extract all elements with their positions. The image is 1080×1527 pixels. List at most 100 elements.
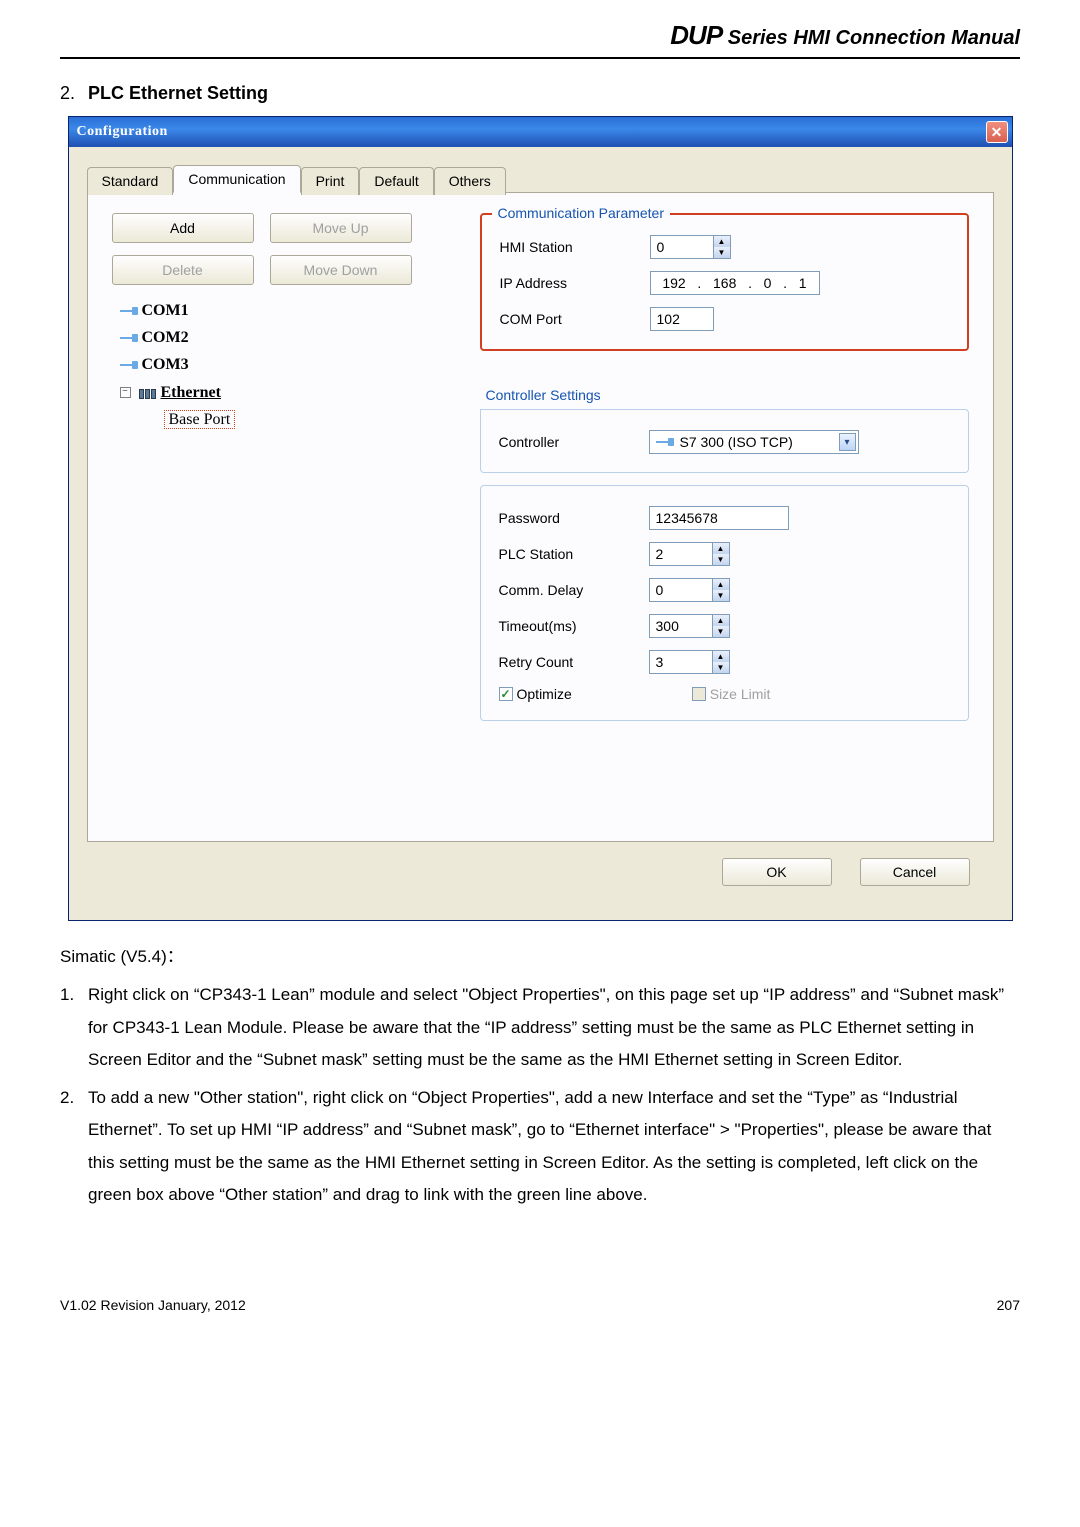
spin-up-icon[interactable]: ▲ bbox=[713, 615, 729, 626]
spin-down-icon[interactable]: ▼ bbox=[713, 554, 729, 565]
ip-address-label: IP Address bbox=[500, 275, 630, 291]
password-label: Password bbox=[499, 510, 629, 526]
left-column: Add Move Up Delete Move Down COM1 COM2 C… bbox=[112, 213, 412, 757]
controller-label: Controller bbox=[499, 434, 629, 450]
retry-field[interactable]: ▲▼ bbox=[649, 650, 730, 674]
spin-up-icon[interactable]: ▲ bbox=[714, 236, 730, 247]
item-text: Right click on “CP343-1 Lean” module and… bbox=[88, 979, 1020, 1076]
hmi-station-label: HMI Station bbox=[500, 239, 630, 255]
com-port-input[interactable] bbox=[650, 307, 714, 331]
item-text: To add a new "Other station", right clic… bbox=[88, 1082, 1020, 1211]
plc-station-field[interactable]: ▲▼ bbox=[649, 542, 730, 566]
retry-label: Retry Count bbox=[499, 654, 629, 670]
ip-address-input[interactable]: 192. 168. 0. 1 bbox=[650, 271, 820, 295]
controller-settings-group: Password PLC Station ▲▼ Comm. Delay bbox=[480, 485, 969, 721]
port-icon bbox=[656, 435, 674, 449]
checkbox-icon bbox=[692, 687, 706, 701]
optimize-checkbox[interactable]: Optimize bbox=[499, 686, 572, 702]
section-title: PLC Ethernet Setting bbox=[88, 83, 268, 103]
tree-selected-node: Base Port bbox=[164, 410, 236, 429]
comm-delay-field[interactable]: ▲▼ bbox=[649, 578, 730, 602]
comm-delay-label: Comm. Delay bbox=[499, 582, 629, 598]
section-heading: 2. PLC Ethernet Setting bbox=[0, 83, 1080, 116]
retry-input[interactable] bbox=[649, 650, 713, 674]
delete-button[interactable]: Delete bbox=[112, 255, 254, 285]
connection-tree: COM1 COM2 COM3 − Ethernet Base Port bbox=[112, 297, 412, 433]
hmi-station-input[interactable] bbox=[650, 235, 714, 259]
tab-default[interactable]: Default bbox=[359, 167, 433, 195]
page-footer: V1.02 Revision January, 2012 207 bbox=[0, 1257, 1080, 1343]
spin-down-icon[interactable]: ▼ bbox=[713, 662, 729, 673]
tabstrip: Standard Communication Print Default Oth… bbox=[87, 165, 994, 193]
header-suffix: Series HMI Connection Manual bbox=[722, 27, 1020, 49]
spinner-buttons[interactable]: ▲▼ bbox=[713, 542, 730, 566]
page-header: DUP Series HMI Connection Manual bbox=[0, 0, 1080, 57]
dialog-title: Configuration bbox=[77, 124, 168, 140]
timeout-field[interactable]: ▲▼ bbox=[649, 614, 730, 638]
plc-station-input[interactable] bbox=[649, 542, 713, 566]
spinner-buttons[interactable]: ▲▼ bbox=[713, 578, 730, 602]
tree-base-port[interactable]: Base Port bbox=[112, 406, 412, 433]
hmi-station-field[interactable]: ▲▼ bbox=[650, 235, 731, 259]
tab-print[interactable]: Print bbox=[301, 167, 360, 195]
item-number: 1. bbox=[60, 979, 88, 1076]
item-number: 2. bbox=[60, 1082, 88, 1211]
tree-com1[interactable]: COM1 bbox=[112, 297, 412, 324]
right-column: Communication Parameter HMI Station ▲▼ I… bbox=[480, 213, 969, 757]
simatic-subheading: Simatic (V5.4)： bbox=[60, 941, 1020, 973]
plc-station-label: PLC Station bbox=[499, 546, 629, 562]
timeout-label: Timeout(ms) bbox=[499, 618, 629, 634]
list-item: 1. Right click on “CP343-1 Lean” module … bbox=[60, 979, 1020, 1076]
collapse-icon[interactable]: − bbox=[120, 387, 131, 398]
tab-standard[interactable]: Standard bbox=[87, 167, 174, 195]
size-limit-checkbox: Size Limit bbox=[692, 686, 771, 702]
move-up-button[interactable]: Move Up bbox=[270, 213, 412, 243]
dialog-button-row: OK Cancel bbox=[87, 842, 994, 902]
spinner-buttons[interactable]: ▲▼ bbox=[713, 614, 730, 638]
password-input[interactable] bbox=[649, 506, 789, 530]
tab-others[interactable]: Others bbox=[434, 167, 506, 195]
ethernet-icon bbox=[139, 385, 157, 399]
dup-logo: DUP bbox=[670, 20, 722, 50]
ok-button[interactable]: OK bbox=[722, 858, 832, 886]
footer-right: 207 bbox=[997, 1297, 1020, 1313]
add-button[interactable]: Add bbox=[112, 213, 254, 243]
configuration-dialog: Configuration ✕ Standard Communication P… bbox=[68, 116, 1013, 921]
group-legend-commparam: Communication Parameter bbox=[492, 205, 671, 221]
close-icon[interactable]: ✕ bbox=[986, 121, 1008, 143]
controller-top-row: Controller S7 300 (ISO TCP) ▾ bbox=[480, 409, 969, 473]
spin-down-icon[interactable]: ▼ bbox=[714, 247, 730, 258]
spinner-buttons[interactable]: ▲▼ bbox=[714, 235, 731, 259]
controller-value: S7 300 (ISO TCP) bbox=[680, 434, 793, 450]
communication-parameter-group: Communication Parameter HMI Station ▲▼ I… bbox=[480, 213, 969, 351]
port-icon bbox=[120, 331, 138, 345]
port-icon bbox=[120, 358, 138, 372]
spin-up-icon[interactable]: ▲ bbox=[713, 579, 729, 590]
footer-left: V1.02 Revision January, 2012 bbox=[60, 1297, 246, 1313]
group-legend-controller: Controller Settings bbox=[480, 387, 607, 403]
section-number: 2. bbox=[60, 83, 75, 103]
spin-up-icon[interactable]: ▲ bbox=[713, 651, 729, 662]
spin-down-icon[interactable]: ▼ bbox=[713, 590, 729, 601]
titlebar: Configuration ✕ bbox=[69, 117, 1012, 147]
comm-delay-input[interactable] bbox=[649, 578, 713, 602]
body-text: Simatic (V5.4)： 1. Right click on “CP343… bbox=[0, 921, 1080, 1257]
spin-down-icon[interactable]: ▼ bbox=[713, 626, 729, 637]
com-port-label: COM Port bbox=[500, 311, 630, 327]
checkbox-icon bbox=[499, 687, 513, 701]
dialog-body: Standard Communication Print Default Oth… bbox=[69, 147, 1012, 920]
timeout-input[interactable] bbox=[649, 614, 713, 638]
move-down-button[interactable]: Move Down bbox=[270, 255, 412, 285]
tree-ethernet[interactable]: − Ethernet bbox=[112, 379, 412, 406]
spinner-buttons[interactable]: ▲▼ bbox=[713, 650, 730, 674]
controller-combo[interactable]: S7 300 (ISO TCP) ▾ bbox=[649, 430, 859, 454]
chevron-down-icon[interactable]: ▾ bbox=[839, 433, 856, 451]
port-icon bbox=[120, 304, 138, 318]
list-item: 2. To add a new "Other station", right c… bbox=[60, 1082, 1020, 1211]
cancel-button[interactable]: Cancel bbox=[860, 858, 970, 886]
tab-communication[interactable]: Communication bbox=[173, 165, 300, 193]
tree-com3[interactable]: COM3 bbox=[112, 351, 412, 378]
spin-up-icon[interactable]: ▲ bbox=[713, 543, 729, 554]
tree-com2[interactable]: COM2 bbox=[112, 324, 412, 351]
tab-panel-communication: Add Move Up Delete Move Down COM1 COM2 C… bbox=[87, 192, 994, 842]
